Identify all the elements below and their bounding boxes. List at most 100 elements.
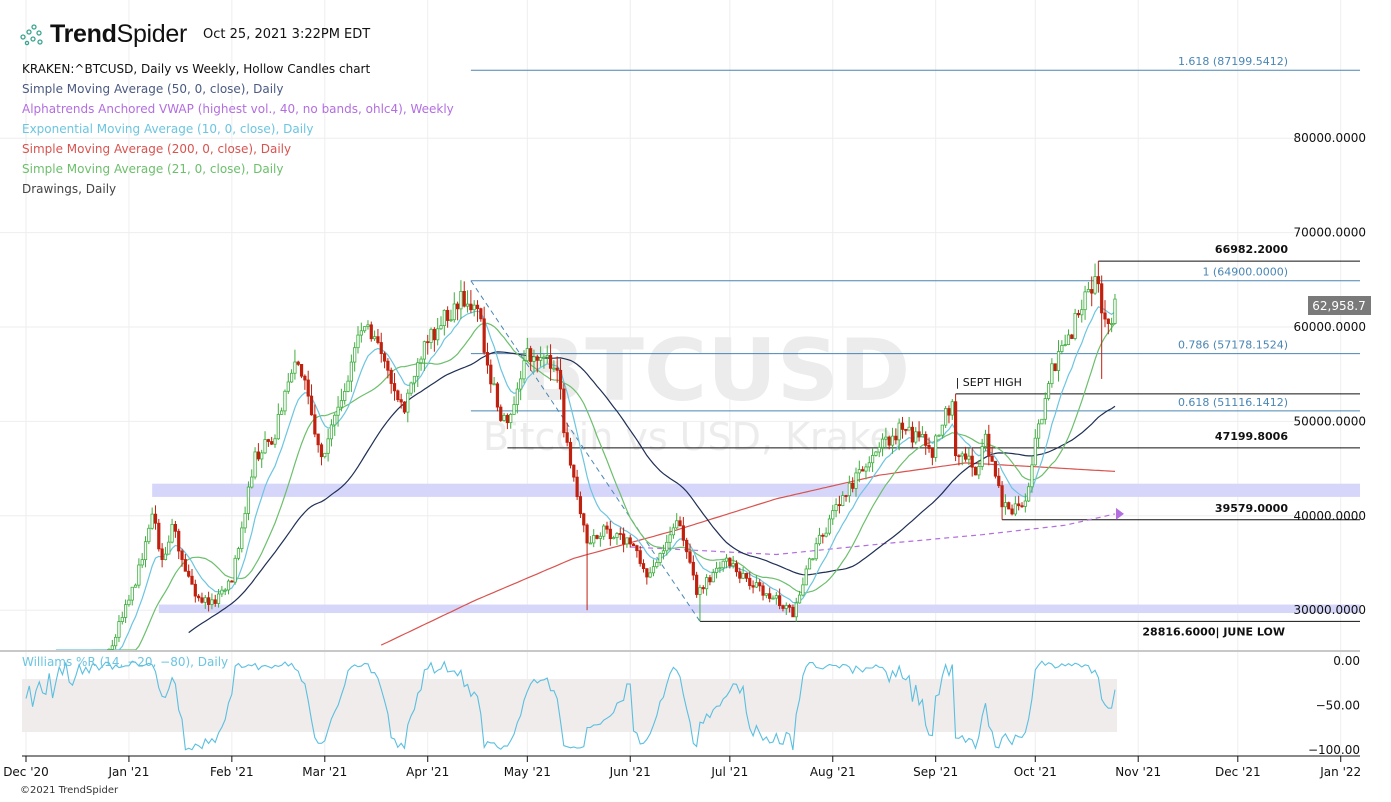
candle-up — [980, 446, 984, 467]
candle-down — [887, 436, 891, 446]
candle-down — [778, 595, 782, 607]
candle-up — [372, 336, 377, 340]
candle-up — [1050, 363, 1054, 385]
candle-down — [788, 605, 792, 608]
sma200-line — [380, 462, 1116, 646]
candle-up — [459, 290, 463, 310]
legend-ema10[interactable]: Exponential Moving Average (10, 0, close… — [22, 122, 314, 136]
candle-down — [379, 342, 383, 355]
candle-up — [834, 504, 838, 512]
candle-up — [492, 383, 496, 386]
candle-down — [1100, 283, 1104, 314]
candle-up — [429, 328, 433, 343]
candle-up — [532, 356, 536, 362]
candle-down — [548, 355, 553, 369]
legend-sma50[interactable]: Simple Moving Average (50, 0, close), Da… — [22, 82, 284, 96]
x-tick-label: Jan '22 — [1319, 765, 1361, 779]
candle-up — [884, 436, 888, 440]
candle-down — [270, 441, 274, 445]
candle-down — [180, 550, 184, 560]
candle-up — [668, 534, 672, 543]
candle-up — [1093, 276, 1097, 294]
candle-up — [150, 513, 154, 529]
candle-up — [1060, 345, 1064, 352]
candle-down — [489, 364, 493, 385]
candle-up — [784, 605, 788, 609]
candle-down — [572, 464, 576, 478]
level-labels: 1.618 (87199.5412) 1 (64900.0000) 0.786 (5… — [956, 55, 1289, 638]
candle-up — [1046, 383, 1051, 399]
date-axis: Dec '20 Jan '21 Feb '21 Mar '21 Apr '21 May '… — [3, 756, 1361, 779]
candle-down — [296, 361, 300, 365]
legend-symbol[interactable]: KRAKEN:^BTCUSD, Daily vs Weekly, Hollow … — [22, 62, 371, 76]
candle-up — [236, 548, 241, 559]
candle-up — [774, 595, 778, 599]
candle-down — [505, 414, 510, 424]
candle-up — [967, 455, 971, 460]
candle-up — [406, 392, 410, 413]
candle-down — [844, 495, 848, 497]
candle-down — [206, 597, 211, 605]
candle-down — [499, 406, 503, 421]
candle-up — [220, 589, 224, 595]
legend-sma200[interactable]: Simple Moving Average (200, 0, close), D… — [22, 142, 292, 156]
candle-down — [900, 422, 905, 430]
drawing-lines — [470, 69, 1360, 622]
candle-down — [744, 572, 749, 579]
candle-up — [698, 587, 702, 595]
candle-down — [303, 375, 307, 381]
candle-down — [432, 328, 436, 341]
candle-down — [993, 460, 998, 477]
candle-up — [648, 572, 652, 578]
candle-up — [598, 535, 602, 539]
legend-drawings[interactable]: Drawings, Daily — [22, 182, 117, 196]
candle-up — [226, 580, 231, 591]
trendspider-logo[interactable]: TrendSpider — [20, 20, 187, 49]
candle-down — [482, 318, 486, 353]
candle-down — [558, 369, 563, 390]
copyright: ©2021 TrendSpider — [20, 785, 119, 796]
candle-up — [439, 325, 443, 330]
candle-down — [641, 563, 646, 570]
candle-up — [210, 599, 214, 605]
candle-down — [1070, 334, 1074, 339]
candle-down — [1106, 318, 1110, 325]
candle-down — [555, 367, 559, 371]
x-tick-label: Dec '20 — [3, 765, 49, 779]
candle-down — [455, 303, 460, 310]
y-tick-label: 30000.0000 — [1293, 603, 1366, 617]
candle-down — [1000, 485, 1004, 508]
price-level-label: 66982.2000 — [1215, 243, 1288, 256]
candle-up — [419, 358, 423, 364]
candle-up — [465, 303, 470, 307]
candle-up — [240, 527, 244, 550]
legend-anchored-vwap[interactable]: Alphatrends Anchored VWAP (highest vol.,… — [22, 102, 454, 116]
candle-down — [197, 595, 201, 599]
legend-sma21[interactable]: Simple Moving Average (21, 0, close), Da… — [22, 162, 284, 176]
candle-down — [1010, 508, 1014, 515]
candle-up — [665, 541, 669, 552]
candle-down — [954, 401, 958, 457]
candle-down — [256, 451, 261, 460]
grid — [0, 0, 1360, 756]
candle-up — [1003, 502, 1008, 508]
candle-up — [801, 584, 805, 596]
candle-down — [997, 475, 1001, 487]
candle-up — [651, 566, 656, 574]
candle-down — [628, 537, 632, 545]
candle-up — [253, 451, 257, 478]
candle-up — [452, 303, 456, 321]
support-zones — [152, 483, 1360, 614]
candle-down — [645, 568, 649, 578]
x-tick-label: May '21 — [504, 765, 551, 779]
x-tick-label: Apr '21 — [406, 765, 449, 779]
candles — [107, 261, 1117, 651]
candle-down — [177, 530, 181, 552]
candle-down — [426, 341, 430, 344]
candle-down — [990, 455, 994, 462]
candle-up — [216, 593, 221, 604]
candle-down — [987, 433, 991, 457]
candle-down — [751, 585, 755, 588]
x-tick-label: Jan '21 — [107, 765, 149, 779]
